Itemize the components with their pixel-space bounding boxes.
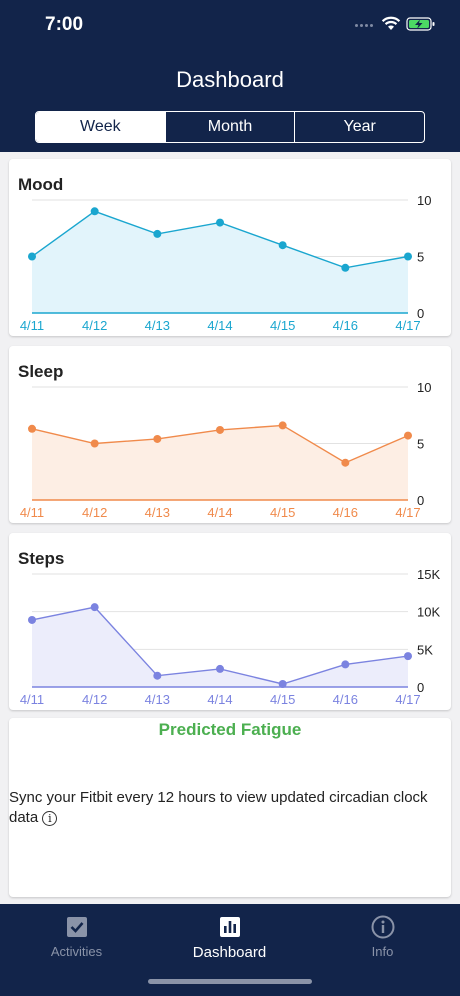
tab-activities-label: Activities xyxy=(50,944,103,959)
data-point[interactable] xyxy=(341,660,350,669)
sleep-card: Sleep 0 5 10 4/11 4/12 4/13 4/14 4/15 4/16 4/17 xyxy=(9,346,451,523)
data-point[interactable] xyxy=(278,241,287,250)
data-point[interactable] xyxy=(404,652,412,661)
x-tick-label: 4/16 xyxy=(333,692,358,707)
fatigue-message: Sync your Fitbit every 12 hours to view … xyxy=(9,788,429,828)
battery-charging-icon xyxy=(406,17,435,31)
x-tick-label: 4/17 xyxy=(395,692,420,707)
x-tick-label: 4/11 xyxy=(20,318,44,333)
data-point[interactable] xyxy=(153,434,162,443)
y-tick-label: 10 xyxy=(417,380,431,395)
data-point[interactable] xyxy=(153,671,162,680)
steps-card: Steps 0 5K 10K 15K 4/11 4/12 4/13 4/14 4/15 4/16 4… xyxy=(9,533,451,710)
x-tick-label: 4/15 xyxy=(270,505,295,520)
y-tick-label: 5 xyxy=(417,250,424,265)
data-point[interactable] xyxy=(216,218,224,227)
data-point[interactable] xyxy=(404,431,412,440)
tab-activities[interactable]: Activities xyxy=(0,914,153,959)
y-tick-label: 0 xyxy=(417,680,424,695)
data-point[interactable] xyxy=(90,603,99,612)
data-point[interactable] xyxy=(216,425,224,434)
wifi-icon xyxy=(381,16,401,30)
fatigue-message-text: Sync your Fitbit every 12 hours to view … xyxy=(9,789,428,826)
x-tick-label: 4/14 xyxy=(207,505,232,520)
series-area xyxy=(32,607,408,687)
y-tick-label: 5 xyxy=(417,437,424,452)
x-tick-label: 4/15 xyxy=(270,318,295,333)
tab-month[interactable]: Month xyxy=(164,112,295,142)
mood-title: Mood xyxy=(18,175,64,194)
tab-year[interactable]: Year xyxy=(294,112,424,142)
data-point[interactable] xyxy=(28,424,36,433)
tab-week[interactable]: Week xyxy=(36,112,165,142)
x-tick-label: 4/11 xyxy=(20,505,44,520)
y-tick-label: 0 xyxy=(417,306,424,321)
y-tick-label: 5K xyxy=(417,642,433,657)
tab-dashboard[interactable]: Dashboard xyxy=(153,914,306,961)
time-range-segmented-control: Week Month Year xyxy=(35,111,425,143)
x-tick-label: 4/15 xyxy=(270,692,295,707)
sleep-chart: 0 5 10 4/11 4/12 4/13 4/14 4/15 4/16 4/17 xyxy=(20,380,432,520)
y-tick-label: 10 xyxy=(417,193,431,208)
series-area xyxy=(32,425,408,500)
info-icon[interactable]: i xyxy=(42,811,58,826)
checkbox-icon xyxy=(66,917,87,937)
x-tick-label: 4/12 xyxy=(82,505,107,520)
home-indicator xyxy=(148,979,312,984)
bar-chart-icon xyxy=(219,917,240,937)
fatigue-card: Predicted Fatigue Sync your Fitbit every… xyxy=(9,718,451,897)
steps-chart: 0 5K 10K 15K 4/11 4/12 4/13 4/14 4/15 4/16 4/17 xyxy=(20,567,441,707)
data-point[interactable] xyxy=(28,615,36,624)
header: 7:00 Dashboard Week Month Year xyxy=(0,0,460,152)
x-tick-label: 4/14 xyxy=(207,692,232,707)
data-point[interactable] xyxy=(278,421,287,430)
data-point[interactable] xyxy=(404,252,412,261)
y-tick-label: 0 xyxy=(417,493,424,508)
x-tick-label: 4/13 xyxy=(145,505,170,520)
x-tick-label: 4/12 xyxy=(82,318,107,333)
y-tick-label: 15K xyxy=(417,567,440,582)
x-tick-label: 4/16 xyxy=(333,318,358,333)
mood-card: Mood 0 5 10 4/11 4/12 4/13 4/14 4/15 4/16 4/17 xyxy=(9,159,451,336)
data-point[interactable] xyxy=(90,439,99,448)
series-area xyxy=(32,211,408,313)
data-point[interactable] xyxy=(90,207,99,216)
sleep-title: Sleep xyxy=(18,362,64,381)
x-tick-label: 4/12 xyxy=(82,692,107,707)
x-tick-label: 4/16 xyxy=(333,505,358,520)
signal-dots-icon xyxy=(355,24,377,30)
page-title: Dashboard xyxy=(176,67,284,92)
tab-info-label: Info xyxy=(371,944,394,959)
data-point[interactable] xyxy=(28,252,36,261)
x-tick-label: 4/14 xyxy=(207,318,232,333)
fatigue-title: Predicted Fatigue xyxy=(158,720,302,739)
data-point[interactable] xyxy=(153,229,162,238)
data-point[interactable] xyxy=(278,679,287,688)
x-tick-label: 4/13 xyxy=(145,318,170,333)
data-point[interactable] xyxy=(341,458,350,467)
y-tick-label: 10K xyxy=(417,605,440,620)
status-time: 7:00 xyxy=(45,14,84,35)
x-tick-label: 4/11 xyxy=(20,692,44,707)
mood-chart: 0 5 10 4/11 4/12 4/13 4/14 4/15 4/16 4/17 xyxy=(20,193,432,333)
x-tick-label: 4/13 xyxy=(145,692,170,707)
data-point[interactable] xyxy=(216,664,224,673)
x-tick-label: 4/17 xyxy=(395,318,420,333)
info-icon xyxy=(371,915,394,939)
data-point[interactable] xyxy=(341,263,350,272)
tab-info[interactable]: Info xyxy=(306,914,459,959)
tab-dashboard-label: Dashboard xyxy=(192,944,267,961)
steps-title: Steps xyxy=(18,549,65,568)
x-tick-label: 4/17 xyxy=(395,505,420,520)
